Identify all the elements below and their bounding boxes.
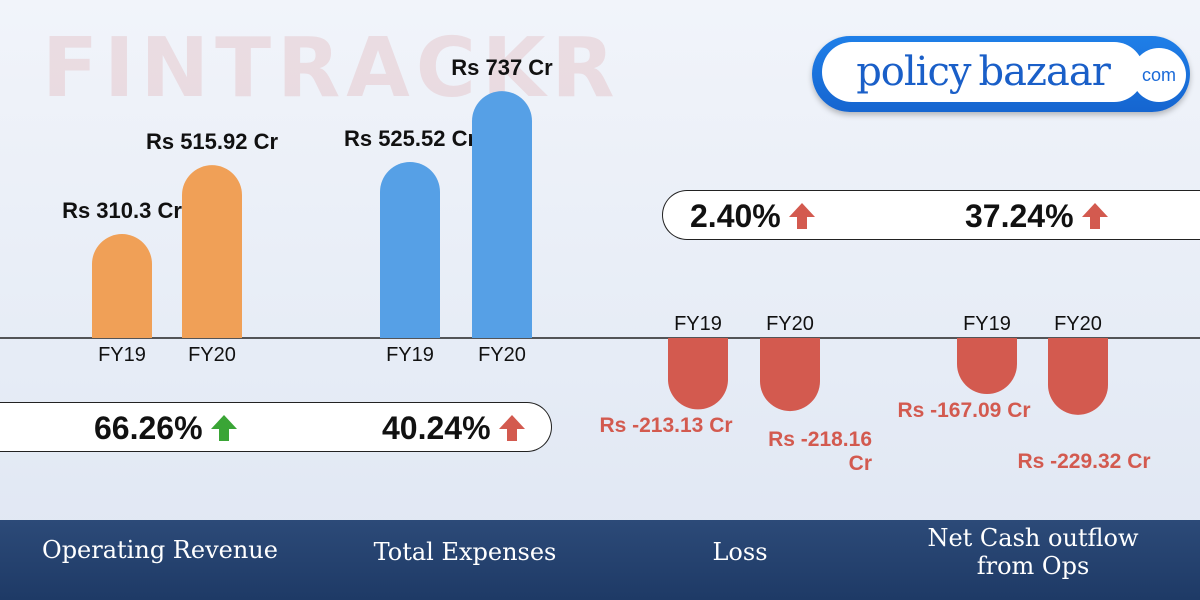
logo-wordmark: policy bazaar [822,42,1144,102]
tick-label-expenses-fy19: FY19 [386,344,434,366]
arrow-up-red-icon [498,415,525,441]
bar-loss-fy19 [668,338,728,410]
policybazaar-logo: policy bazaar [812,36,1190,112]
logo-word-policy: policy [856,49,971,95]
cashflow-growth-value: 37.24% [965,198,1074,234]
tick-label-cashflow-fy20: FY20 [1054,313,1102,335]
bar-label-loss-fy20: Rs -218.16 Cr [768,428,872,475]
tick-label-expenses-fy20: FY20 [478,344,526,366]
revenue-growth-value: 66.26% [94,410,203,446]
arrow-up-red-icon [788,203,815,229]
bar-label-revenue-fy19: Rs 310.3 Cr [62,198,182,223]
bar-loss-fy20 [760,338,820,412]
expenses-growth-value: 40.24% [382,410,491,446]
bar-label-revenue-fy20: Rs 515.92 Cr [146,129,279,154]
growth-pill-loss-cashflow [662,190,1200,240]
tick-label-revenue-fy19: FY19 [98,344,146,366]
revenue-growth: 66.26% [94,412,239,444]
expenses-growth: 40.24% [382,412,527,444]
bar-label-loss-fy19: Rs -213.13 Cr [599,414,732,437]
bar-label-expenses-fy20: Rs 737 Cr [451,55,553,80]
footer-label-revenue: Operating Revenue [42,536,278,564]
loss-growth-value: 2.40% [690,198,781,234]
bar-cashflow-fy19 [957,338,1017,394]
logo-com-badge: com [1132,48,1186,102]
footer-label-expenses: Total Expenses [373,538,557,566]
bar-revenue-fy20 [182,165,243,338]
arrow-up-green-icon [210,415,237,441]
loss-growth: 2.40% [690,200,817,232]
growth-pill-revenue-expenses [0,402,552,452]
cashflow-growth: 37.24% [965,200,1110,232]
tick-label-revenue-fy20: FY20 [188,344,236,366]
arrow-up-red-icon [1081,203,1108,229]
bar-revenue-fy19 [92,234,152,338]
footer-label-cashflow: Net Cash outflow from Ops [927,524,1139,580]
logo-word-bazaar: bazaar [978,49,1110,95]
tick-label-loss-fy19: FY19 [674,313,722,335]
fintrackr-watermark: FINTRACKR [42,21,621,116]
category-footer: Operating Revenue Total Expenses Loss Ne… [0,520,1200,600]
bar-expenses-fy19 [380,161,440,338]
tick-label-cashflow-fy19: FY19 [963,313,1011,335]
tick-label-loss-fy20: FY20 [766,313,814,335]
bar-label-expenses-fy19: Rs 525.52 Cr [344,126,477,151]
bar-expenses-fy20 [472,91,532,338]
bar-cashflow-fy20 [1048,338,1108,415]
bar-label-cashflow-fy19: Rs -167.09 Cr [897,399,1030,422]
bar-label-cashflow-fy20: Rs -229.32 Cr [1017,450,1150,473]
footer-label-loss: Loss [712,538,768,566]
